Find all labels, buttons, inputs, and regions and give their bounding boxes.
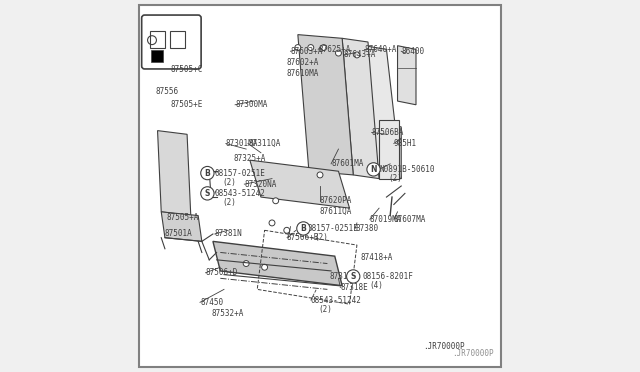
Text: 87603+A: 87603+A — [291, 47, 323, 56]
Text: 87556: 87556 — [156, 87, 179, 96]
Polygon shape — [161, 212, 202, 241]
Circle shape — [273, 198, 278, 204]
Text: 87506+B: 87506+B — [287, 233, 319, 242]
Circle shape — [243, 260, 249, 266]
Polygon shape — [342, 38, 379, 179]
Text: 87318E: 87318E — [329, 272, 357, 281]
Polygon shape — [383, 123, 401, 179]
Circle shape — [297, 222, 310, 235]
Text: (2): (2) — [314, 233, 328, 242]
Text: 985H1: 985H1 — [394, 139, 417, 148]
FancyBboxPatch shape — [139, 5, 501, 367]
Bar — [170, 31, 185, 48]
Text: S: S — [351, 272, 356, 281]
Text: 08156-8201F: 08156-8201F — [362, 272, 413, 281]
Text: S: S — [205, 189, 210, 198]
Text: (4): (4) — [370, 281, 384, 290]
Circle shape — [308, 45, 314, 51]
Text: 87532+A: 87532+A — [211, 309, 243, 318]
Text: 87381N: 87381N — [215, 230, 243, 238]
Text: 87602+A: 87602+A — [287, 58, 319, 67]
Text: B: B — [205, 169, 211, 177]
Circle shape — [284, 227, 290, 233]
Text: 87418+A: 87418+A — [360, 253, 393, 263]
Circle shape — [335, 50, 341, 56]
Text: (2): (2) — [318, 305, 332, 314]
Bar — [150, 31, 165, 48]
Text: 87625+A: 87625+A — [318, 45, 351, 54]
Text: 87301MA: 87301MA — [226, 139, 258, 148]
Text: 87505+C: 87505+C — [170, 65, 203, 74]
Text: 87607MA: 87607MA — [394, 215, 426, 224]
Text: 87505+E: 87505+E — [170, 100, 203, 109]
Text: 87643+A: 87643+A — [344, 51, 376, 60]
Circle shape — [317, 172, 323, 178]
Text: 87501A: 87501A — [165, 230, 193, 238]
Text: B: B — [301, 224, 307, 233]
Text: 87325+A: 87325+A — [233, 154, 266, 163]
Circle shape — [367, 163, 380, 176]
Text: 87506+D: 87506+D — [205, 268, 238, 277]
Text: 87300MA: 87300MA — [235, 100, 268, 109]
Text: 08543-51242: 08543-51242 — [215, 189, 266, 198]
Text: (2): (2) — [388, 174, 402, 183]
Circle shape — [201, 166, 214, 180]
Text: 87019MA: 87019MA — [370, 215, 402, 224]
Text: 87320NA: 87320NA — [244, 180, 276, 189]
Text: 87505+A: 87505+A — [167, 213, 199, 222]
Text: (2): (2) — [222, 178, 236, 187]
Circle shape — [321, 45, 326, 51]
Bar — [379, 119, 399, 179]
Polygon shape — [364, 46, 401, 179]
Circle shape — [354, 52, 360, 58]
Text: 08157-0251E: 08157-0251E — [307, 224, 358, 233]
Text: 87640+A: 87640+A — [364, 45, 397, 54]
Text: 08543-51242: 08543-51242 — [311, 296, 362, 305]
Text: N: N — [371, 165, 377, 174]
Circle shape — [262, 264, 268, 270]
Polygon shape — [250, 160, 349, 208]
Text: 86400: 86400 — [401, 47, 424, 56]
Text: N0891B-50610: N0891B-50610 — [379, 165, 435, 174]
Polygon shape — [157, 131, 191, 215]
Text: 87450: 87450 — [200, 298, 223, 307]
Circle shape — [201, 187, 214, 200]
Text: 87611QA: 87611QA — [320, 207, 353, 217]
Text: .JR70000P: .JR70000P — [424, 342, 465, 351]
Circle shape — [295, 45, 301, 51]
Text: 87318E: 87318E — [340, 283, 368, 292]
Text: 08157-0251E: 08157-0251E — [215, 169, 266, 177]
Polygon shape — [213, 241, 342, 286]
Polygon shape — [298, 35, 353, 175]
Circle shape — [269, 220, 275, 226]
Text: 87506BA: 87506BA — [372, 128, 404, 137]
Text: 87601MA: 87601MA — [331, 159, 364, 169]
Text: .JR70000P: .JR70000P — [452, 350, 493, 359]
FancyBboxPatch shape — [141, 15, 201, 69]
Text: 87311QA: 87311QA — [248, 139, 280, 148]
Text: 87380: 87380 — [355, 224, 378, 233]
Text: (2): (2) — [222, 198, 236, 207]
Polygon shape — [397, 46, 416, 105]
Bar — [151, 50, 163, 62]
Text: 87610MA: 87610MA — [287, 69, 319, 78]
Text: 87620PA: 87620PA — [320, 196, 353, 205]
Circle shape — [347, 270, 360, 283]
